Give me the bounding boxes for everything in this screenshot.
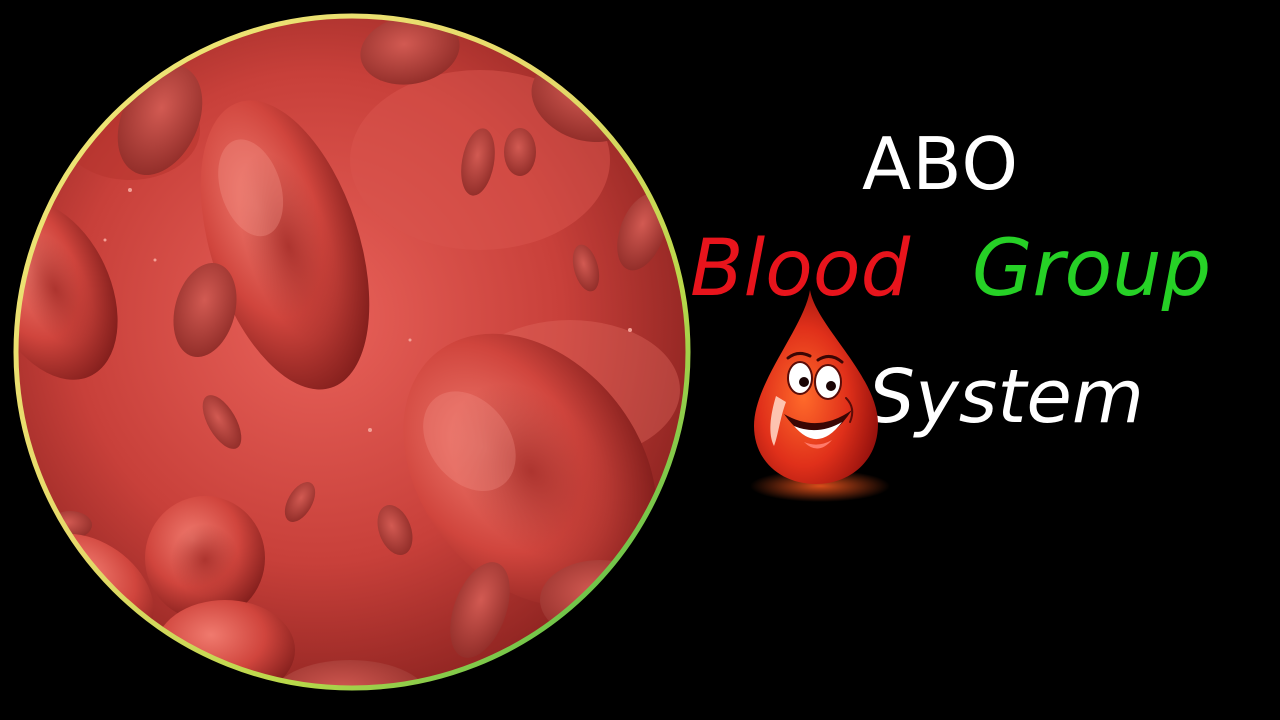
title-group: Group (972, 224, 1212, 314)
happy-blood-drop-mascot (750, 290, 890, 502)
title-system: System (868, 354, 1144, 440)
title-abo: ABO (862, 122, 1020, 206)
red-blood-cells-illustration (13, 13, 691, 691)
title-blood: Blood (690, 224, 911, 314)
